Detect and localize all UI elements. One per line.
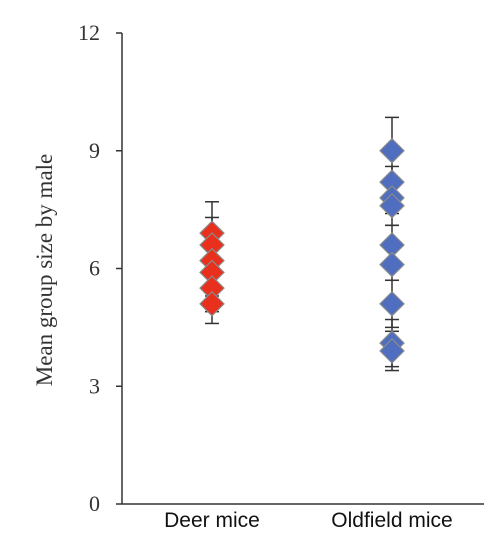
- error-bars: [205, 116, 399, 372]
- y-axis-label: Mean group size by male: [32, 154, 57, 386]
- data-point-marker: [379, 290, 405, 317]
- y-tick-label: 3: [89, 373, 100, 398]
- data-points: [199, 137, 405, 364]
- axes: [121, 33, 484, 505]
- data-point-marker: [379, 192, 405, 219]
- y-tick-label: 0: [89, 491, 100, 516]
- x-category-label: Oldfield mice: [331, 509, 452, 532]
- data-point-marker: [379, 137, 405, 164]
- data-point-marker: [199, 290, 225, 317]
- data-point-marker: [379, 338, 405, 364]
- y-ticks: 0 3 6 9 12: [78, 20, 122, 516]
- y-tick-label: 9: [89, 138, 100, 163]
- x-category-label: Deer mice: [164, 509, 260, 532]
- y-tick-label: 6: [89, 256, 100, 281]
- data-point-marker: [379, 251, 405, 278]
- y-tick-label: 12: [78, 20, 100, 45]
- x-category-labels: Deer mice Oldfield mice: [164, 509, 453, 532]
